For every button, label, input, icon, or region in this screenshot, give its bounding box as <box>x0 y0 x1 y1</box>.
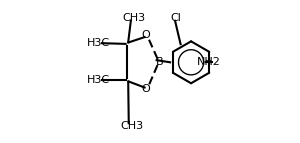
Text: NH2: NH2 <box>197 57 221 67</box>
Text: H3C: H3C <box>87 38 110 48</box>
Text: CH3: CH3 <box>122 13 145 23</box>
Text: O: O <box>142 30 150 40</box>
Text: Cl: Cl <box>171 13 182 23</box>
Text: B: B <box>155 57 163 67</box>
Text: CH3: CH3 <box>120 121 143 131</box>
Text: H3C: H3C <box>87 75 110 85</box>
Text: O: O <box>142 84 150 94</box>
